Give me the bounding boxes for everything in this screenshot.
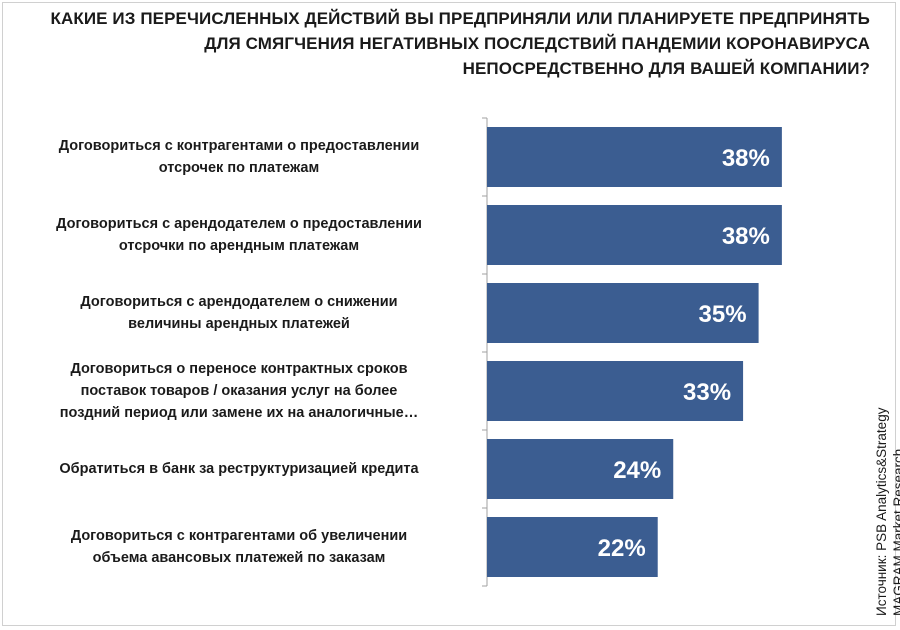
data-label: 24% (613, 457, 661, 484)
bar (487, 205, 782, 265)
bar (487, 517, 658, 577)
category-label: Договориться с контрагентами о предостав… (58, 138, 420, 176)
bar (487, 361, 744, 421)
title-line-3: НЕПОСРЕДСТВЕННО ДЛЯ ВАШЕЙ КОМПАНИИ? (462, 59, 870, 78)
category-label: Обратиться в банк за реструктуризацией к… (59, 461, 419, 477)
source-note: Источник: PSB Analytics&Strategy MAGRAM … (874, 407, 900, 616)
chart-title: КАКИЕ ИЗ ПЕРЕЧИСЛЕННЫХ ДЕЙСТВИЙ ВЫ ПРЕДП… (50, 6, 870, 81)
title-line-2: ДЛЯ СМЯГЧЕНИЯ НЕГАТИВНЫХ ПОСЛЕДСТВИЙ ПАН… (204, 34, 870, 53)
category-label: Договориться с контрагентами об увеличен… (70, 528, 408, 566)
data-label: 38% (722, 145, 770, 172)
category-label: Договориться о переносе контрактных срок… (59, 361, 419, 421)
bar (487, 439, 674, 499)
category-label: Договориться с арендодателем о снижении … (80, 294, 398, 332)
title-line-1: КАКИЕ ИЗ ПЕРЕЧИСЛЕННЫХ ДЕЙСТВИЙ ВЫ ПРЕДП… (50, 9, 870, 28)
data-label: 22% (598, 535, 646, 562)
data-label: 38% (722, 223, 770, 250)
bar (487, 127, 782, 187)
category-label: Договориться с арендодателем о предостав… (56, 216, 422, 254)
data-label: 33% (683, 379, 731, 406)
bar (487, 283, 759, 343)
data-label: 35% (699, 301, 747, 328)
